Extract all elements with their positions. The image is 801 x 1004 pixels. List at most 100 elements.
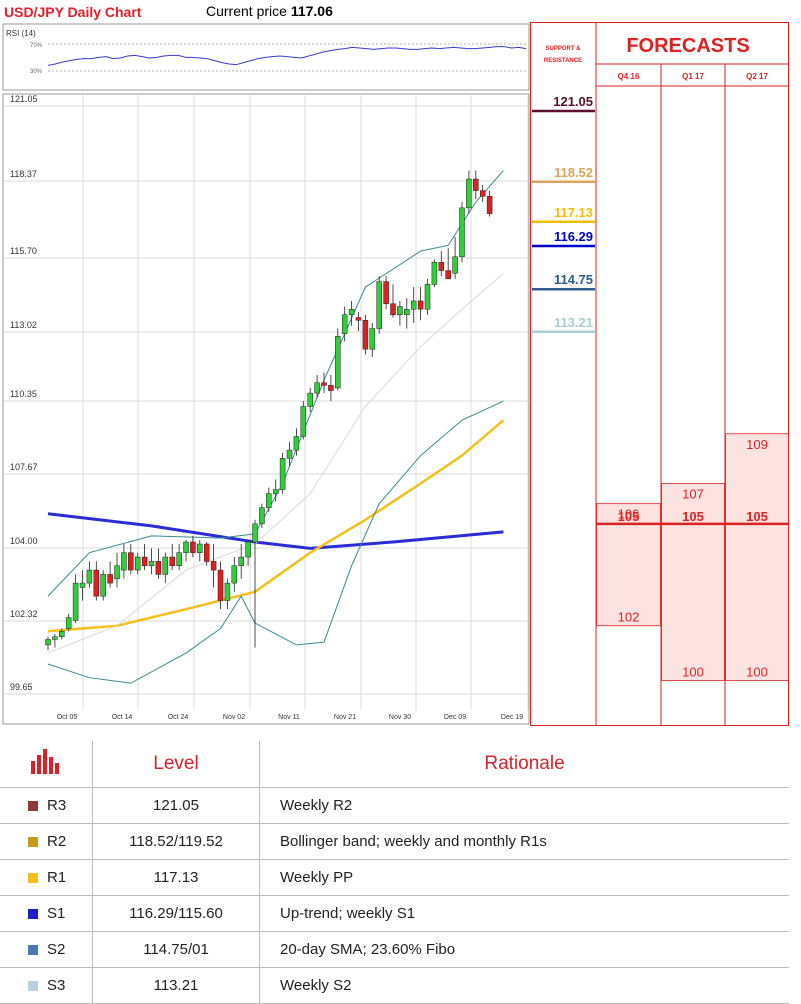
candle-body — [100, 574, 106, 597]
candle-body — [266, 493, 272, 508]
quarter-label: Q1 17 — [682, 72, 704, 81]
quarter-label: Q4 16 — [618, 72, 640, 81]
candle-body — [252, 523, 258, 543]
candle-body — [438, 262, 445, 271]
candle-body — [328, 385, 334, 391]
forecast-high: 106 — [618, 507, 640, 522]
candle-body — [397, 306, 403, 315]
candle-body — [383, 281, 389, 304]
y-tick-label: 104.00 — [10, 536, 38, 546]
candle-body — [59, 630, 65, 637]
candle-body — [314, 382, 320, 394]
levels-table: Level Rationale R3 121.05 Weekly R2 R2 118.5… — [0, 741, 789, 1004]
series-lower-bollinger-band — [47, 400, 504, 684]
quarter-label: Q2 17 — [746, 72, 768, 81]
candle-body — [52, 636, 58, 640]
candle-body — [231, 565, 238, 584]
x-tick-label: Nov 02 — [223, 714, 245, 721]
candle-body — [203, 543, 210, 562]
forecasts-title: FORECASTS — [626, 35, 749, 57]
current-price: Current price 117.06 — [206, 3, 333, 19]
y-tick-label: 110.35 — [10, 389, 37, 399]
table-row: R2 118.52/119.52 Bollinger band; weekly an… — [0, 823, 789, 860]
candle-body — [197, 543, 203, 553]
x-tick-label: Oct 24 — [168, 714, 189, 721]
forecast-panel: SUPPORT & RESISTANCE FORECASTS 121.05 118… — [530, 22, 789, 726]
level-id-cell: R3 — [0, 787, 93, 824]
candle-body — [121, 552, 127, 571]
sr-title-1: SUPPORT & — [545, 46, 581, 52]
table-row: R1 117.13 Weekly PP — [0, 859, 789, 896]
candle-body — [390, 303, 396, 315]
level-rationale: Bollinger band; weekly and monthly R1s — [259, 823, 789, 860]
candle-body — [176, 552, 182, 566]
candle-body — [86, 569, 93, 584]
candle-body — [486, 196, 493, 214]
candle-body — [321, 382, 327, 386]
sr-label: 116.29 — [554, 229, 593, 244]
y-tick-label: 121.05 — [10, 94, 38, 104]
x-tick-label: Oct 14 — [112, 714, 133, 721]
sr-label: 113.21 — [554, 315, 593, 330]
candle-body — [72, 582, 79, 621]
level-id-cell: S3 — [0, 967, 93, 1004]
candle-body — [210, 561, 217, 571]
sr-label: 117.13 — [554, 205, 593, 220]
candle-body — [307, 392, 313, 407]
candle-body — [417, 300, 424, 310]
candle-body — [286, 449, 293, 459]
sr-label: 118.52 — [554, 165, 593, 180]
x-tick-label: Nov 11 — [278, 714, 300, 721]
level-id: S1 — [47, 905, 66, 922]
level-id: R1 — [47, 869, 67, 886]
candle-body — [45, 639, 51, 646]
y-tick-label: 99.65 — [10, 682, 33, 692]
candle-body — [162, 556, 169, 575]
rsi-label: RSI (14) — [6, 29, 36, 38]
candle-body — [348, 308, 355, 315]
level-color-swatch — [28, 837, 38, 847]
rsi-line — [47, 46, 527, 66]
candle-body — [424, 284, 431, 310]
x-tick-label: Oct 05 — [57, 714, 78, 721]
sr-label: 121.05 — [553, 94, 593, 109]
table-row: S3 113.21 Weekly S2 — [0, 967, 789, 1004]
x-tick-label: Dec 09 — [444, 714, 466, 721]
forecast-range — [725, 433, 789, 681]
rsi-level-70: 70% — [30, 43, 43, 49]
level-color-swatch — [28, 873, 38, 883]
level-rationale: Weekly R2 — [259, 787, 789, 824]
level-rationale: Weekly PP — [259, 859, 789, 896]
candle-body — [466, 178, 472, 209]
level-id: S2 — [47, 941, 66, 958]
candle-body — [169, 556, 175, 566]
candle-body — [341, 314, 348, 334]
candle-body — [300, 406, 307, 437]
x-tick-label: Nov 21 — [334, 714, 356, 721]
level-rationale: 20-day SMA; 23.60% Fibo — [259, 931, 789, 968]
series-20-day-sma — [47, 272, 504, 654]
level-id: S3 — [47, 977, 66, 994]
candle-body — [114, 565, 120, 580]
level-id: R3 — [47, 797, 67, 814]
series-200-day-sma — [47, 512, 504, 550]
candle-body — [245, 541, 251, 558]
y-tick-label: 115.70 — [10, 246, 37, 256]
table-header-row: Level Rationale — [0, 741, 789, 788]
x-tick-label: Dec 19 — [501, 714, 523, 721]
candle-body — [155, 561, 162, 575]
candle-body — [134, 556, 141, 571]
series-55-day-sma — [47, 419, 505, 633]
level-color-swatch — [28, 981, 38, 991]
table-row: S2 114.75/01 20-day SMA; 23.60% Fibo — [0, 931, 789, 968]
candle-body — [148, 561, 155, 566]
level-id-cell: R1 — [0, 859, 93, 896]
level-id-cell: S2 — [0, 931, 93, 968]
level-rationale: Weekly S2 — [259, 967, 789, 1004]
table-row: S1 116.29/115.60 Up-trend; weekly S1 — [0, 895, 789, 932]
forecast-mid: 105 — [746, 509, 768, 524]
forecast-mid: 105 — [618, 509, 640, 524]
candle-body — [279, 458, 286, 490]
candle-body — [224, 582, 231, 601]
candle-body — [362, 320, 369, 350]
